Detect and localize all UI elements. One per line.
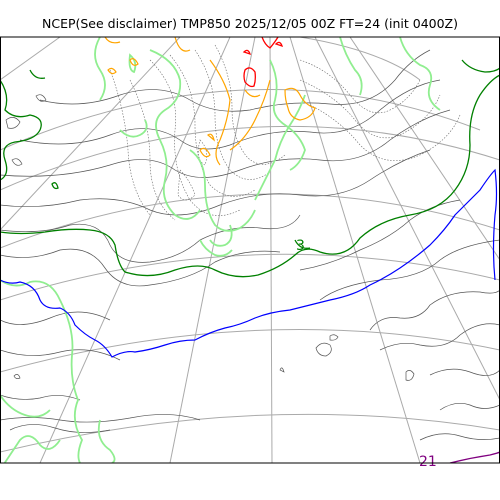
pressure-contour — [0, 414, 201, 423]
latitude-line — [0, 413, 500, 453]
thickness-contour — [309, 104, 461, 161]
temperature-contour — [244, 89, 261, 98]
pressure-contour — [439, 403, 500, 411]
temperature-contour — [104, 37, 121, 44]
thickness-contour — [109, 69, 151, 216]
pressure-contours — [0, 49, 500, 441]
temperature-contour — [254, 94, 306, 201]
temperature-contour — [129, 58, 139, 66]
temperature-contour — [461, 59, 500, 73]
temperature-contour — [207, 133, 216, 142]
latitude-line — [0, 193, 500, 249]
temperature-contour — [243, 67, 256, 88]
temperature-contour — [0, 394, 51, 418]
temperature-contour — [199, 239, 233, 257]
temperature-contour — [269, 59, 306, 171]
temperature-contour — [94, 37, 106, 101]
pressure-contour — [0, 311, 111, 325]
longitude-lines — [0, 37, 500, 463]
temperature-contour — [149, 49, 201, 220]
temperature-contour — [294, 239, 311, 249]
temperature-contours-red — [242, 37, 284, 88]
thickness-contour — [299, 79, 441, 139]
temperature-contour — [119, 119, 148, 138]
pressure-contour — [329, 334, 339, 341]
longitude-line — [169, 37, 256, 463]
temperature-contour — [242, 49, 252, 56]
longitude-line — [269, 37, 273, 463]
temperature-contour — [399, 37, 441, 111]
pressure-contour — [419, 433, 500, 441]
pressure-contour — [315, 342, 332, 357]
temperature-contour — [51, 182, 59, 190]
temperature-contours-orange — [104, 37, 316, 166]
contour-label-green: 3 — [296, 238, 305, 254]
longitude-line — [39, 37, 231, 463]
temperature-contour — [209, 59, 231, 166]
temperature-contour — [0, 79, 42, 181]
latitude-line — [0, 329, 500, 373]
pressure-contour — [319, 239, 500, 301]
pressure-contour — [0, 214, 301, 263]
temperature-contour — [174, 37, 191, 52]
pressure-contour — [0, 248, 281, 287]
temperature-contour — [0, 74, 500, 278]
map-title: NCEP(See disclaimer) TMP850 2025/12/05 0… — [41, 16, 458, 31]
pressure-contour — [13, 374, 21, 380]
thickness-contour — [177, 169, 196, 201]
temperature-contour — [284, 87, 316, 121]
temperature-contour-purple — [449, 451, 500, 463]
temperature-contours-light-green — [0, 37, 441, 463]
pressure-contour — [405, 370, 415, 381]
temperature-contour — [0, 168, 498, 358]
thickness-contour — [194, 49, 271, 180]
pressure-contour — [35, 94, 47, 102]
pressure-contour — [0, 349, 121, 361]
pressure-contour — [379, 323, 500, 351]
thickness-contour — [129, 79, 176, 221]
temperature-contour — [0, 279, 84, 463]
pressure-contour — [5, 117, 21, 129]
pressure-contour — [19, 79, 441, 150]
pressure-contour — [0, 109, 451, 178]
temperature-contour — [449, 451, 500, 463]
pressure-contour — [11, 158, 23, 166]
temperature-contour — [199, 147, 211, 158]
pressure-contour — [0, 149, 431, 216]
latitude-line — [0, 253, 500, 301]
temperature-contour — [274, 41, 284, 48]
longitude-line — [314, 37, 500, 401]
temperature-contour — [261, 37, 279, 49]
temperature-contour — [229, 79, 271, 151]
temperature-contour — [339, 37, 363, 96]
temperature-contour — [107, 67, 117, 75]
pressure-contour — [429, 368, 500, 376]
temperature-contour — [3, 435, 61, 463]
pressure-contour — [39, 49, 431, 112]
latitude-line — [299, 37, 421, 81]
longitude-line — [349, 37, 500, 261]
temperature-contour-dark-green — [0, 59, 500, 278]
contour-label-purple: 21 — [419, 454, 437, 470]
temperature-contour — [97, 419, 116, 463]
longitude-line — [0, 37, 181, 231]
temperature-contour — [189, 149, 256, 232]
longitude-line — [289, 37, 421, 463]
temperature-contour — [29, 69, 46, 79]
pressure-contour — [369, 289, 500, 331]
temperature-contour — [209, 224, 233, 247]
temperature-contour-blue — [0, 168, 498, 358]
thickness-contour — [214, 44, 286, 165]
pressure-contour — [9, 424, 111, 433]
longitude-line — [0, 37, 61, 81]
latitude-line — [0, 125, 500, 191]
pressure-contour — [0, 394, 81, 401]
pressure-contour — [279, 367, 285, 373]
thickness-contour — [299, 59, 421, 114]
